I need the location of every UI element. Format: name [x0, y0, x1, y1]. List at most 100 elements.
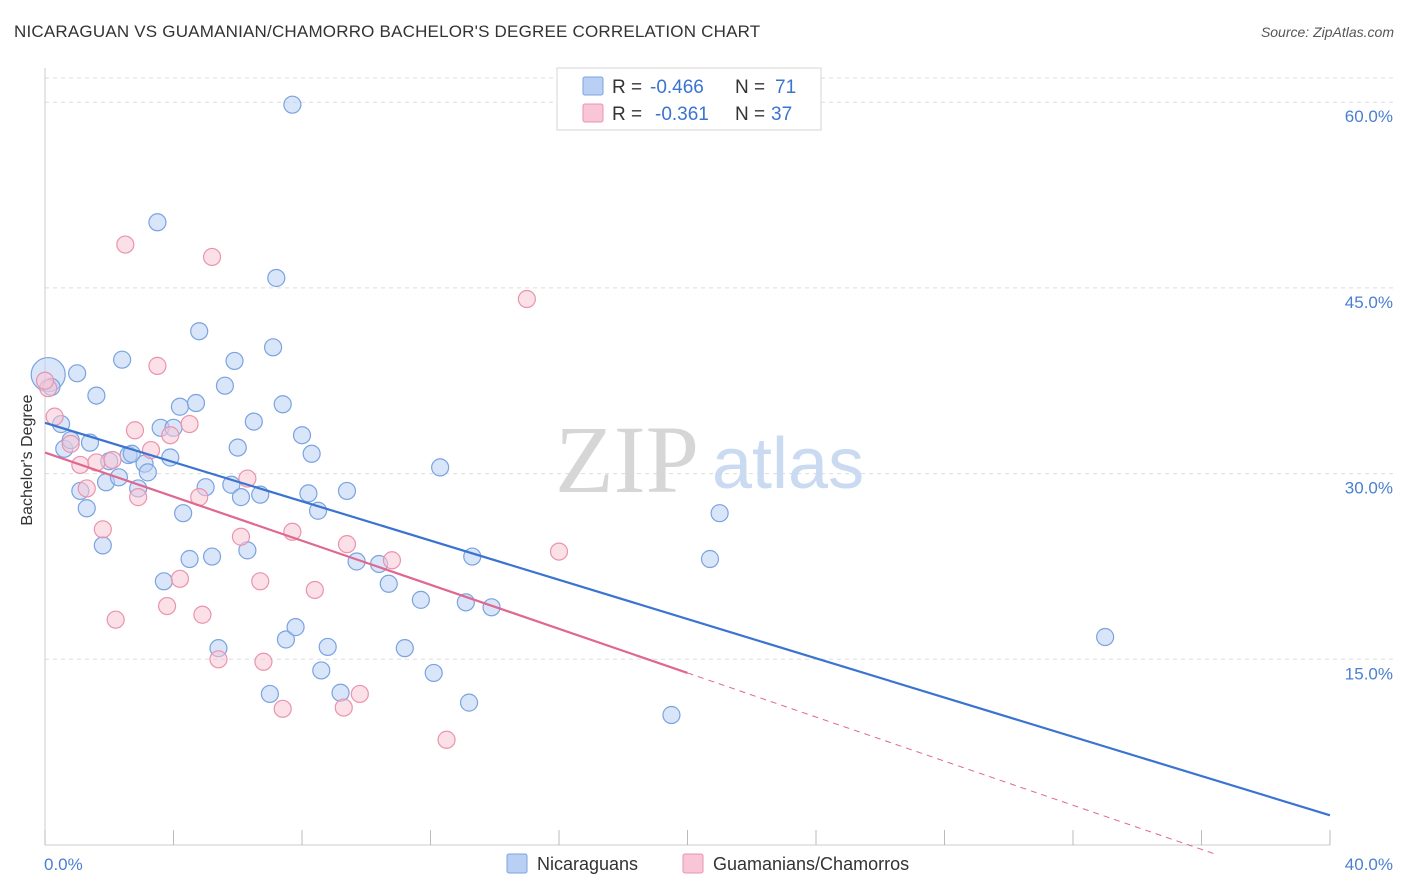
point-nicaraguans[interactable]: [180, 549, 199, 569]
watermark: ZIP atlas: [555, 406, 864, 513]
point-guamanians[interactable]: [273, 699, 292, 718]
point-guamanians[interactable]: [45, 407, 64, 426]
point-nicaraguans[interactable]: [276, 630, 296, 649]
trendline-guamanians-extension: [687, 672, 1218, 856]
source-label: Source: ZipAtlas.com: [1260, 24, 1394, 40]
point-nicaraguans[interactable]: [260, 684, 279, 704]
x-tick-label: 40.0%: [1345, 855, 1393, 874]
trend-layer: [44, 421, 1331, 856]
point-nicaraguans[interactable]: [459, 693, 479, 712]
x-tick-label: 0.0%: [44, 855, 83, 874]
point-guamanians[interactable]: [116, 235, 135, 254]
point-nicaraguans[interactable]: [710, 504, 729, 523]
point-guamanians[interactable]: [77, 479, 96, 498]
stats-n-value: 71: [775, 77, 796, 98]
point-nicaraguans[interactable]: [379, 574, 398, 593]
point-nicaraguans[interactable]: [225, 351, 244, 371]
trendline-nicaraguans: [44, 421, 1331, 817]
point-nicaraguans[interactable]: [700, 549, 720, 569]
point-guamanians[interactable]: [148, 356, 167, 375]
point-guamanians[interactable]: [549, 542, 569, 561]
series-legend: Nicaraguans Guamanians/Chamorros: [506, 853, 909, 874]
stats-r-value: -0.466: [650, 77, 704, 98]
point-nicaraguans[interactable]: [112, 350, 132, 369]
legend-swatch-guamanians[interactable]: [682, 853, 704, 874]
point-guamanians[interactable]: [129, 488, 148, 507]
legend-swatch-nicaraguans[interactable]: [506, 853, 528, 874]
point-nicaraguans[interactable]: [215, 376, 234, 395]
point-guamanians[interactable]: [254, 652, 273, 671]
point-nicaraguans[interactable]: [190, 322, 209, 341]
point-nicaraguans[interactable]: [411, 590, 430, 609]
point-guamanians[interactable]: [305, 580, 324, 600]
point-guamanians[interactable]: [180, 414, 199, 434]
point-nicaraguans[interactable]: [228, 438, 247, 457]
point-guamanians[interactable]: [157, 596, 177, 616]
watermark-zip: ZIP: [555, 406, 699, 513]
point-nicaraguans[interactable]: [395, 639, 414, 658]
point-nicaraguans[interactable]: [174, 504, 193, 523]
stats-legend: R = -0.466 N = 71 R = -0.361 N = 37: [556, 67, 822, 131]
point-nicaraguans[interactable]: [1096, 627, 1115, 647]
point-guamanians[interactable]: [93, 520, 112, 539]
point-nicaraguans[interactable]: [202, 547, 222, 566]
stats-swatch-pink: [582, 103, 604, 123]
point-guamanians[interactable]: [202, 247, 222, 267]
point-guamanians[interactable]: [161, 426, 180, 445]
point-nicaraguans[interactable]: [431, 458, 450, 477]
point-nicaraguans[interactable]: [87, 386, 106, 405]
point-nicaraguans[interactable]: [154, 572, 173, 591]
point-guamanians[interactable]: [61, 434, 80, 453]
point-nicaraguans[interactable]: [302, 444, 321, 463]
y-tick-label: 30.0%: [1345, 479, 1393, 498]
point-guamanians[interactable]: [337, 535, 357, 554]
legend-label-nicaraguans[interactable]: Nicaraguans: [537, 854, 638, 874]
point-guamanians[interactable]: [437, 730, 456, 749]
y-tick-label: 45.0%: [1345, 293, 1393, 312]
point-nicaraguans[interactable]: [77, 499, 96, 518]
point-guamanians[interactable]: [231, 527, 251, 546]
point-nicaraguans[interactable]: [331, 683, 350, 702]
point-nicaraguans[interactable]: [93, 536, 112, 555]
point-guamanians[interactable]: [334, 698, 353, 717]
point-guamanians[interactable]: [517, 289, 536, 309]
stats-r-value: -0.361: [655, 104, 709, 125]
point-guamanians[interactable]: [209, 650, 228, 669]
point-nicaraguans[interactable]: [231, 488, 251, 507]
stats-n-label: N =: [735, 77, 765, 98]
stats-n-value: 37: [771, 104, 792, 125]
watermark-atlas: atlas: [712, 424, 864, 504]
point-nicaraguans[interactable]: [662, 705, 681, 725]
point-nicaraguans[interactable]: [68, 364, 87, 383]
point-nicaraguans[interactable]: [263, 338, 283, 357]
point-nicaraguans[interactable]: [267, 268, 286, 288]
point-guamanians[interactable]: [350, 684, 369, 704]
point-guamanians[interactable]: [35, 371, 55, 390]
point-guamanians[interactable]: [106, 610, 125, 629]
point-guamanians[interactable]: [125, 421, 145, 440]
point-nicaraguans[interactable]: [337, 481, 357, 501]
stats-r-label: R =: [612, 77, 642, 98]
point-nicaraguans[interactable]: [186, 393, 206, 413]
point-nicaraguans[interactable]: [283, 95, 302, 114]
point-nicaraguans[interactable]: [424, 663, 443, 683]
stats-r-label: R =: [612, 104, 642, 125]
point-guamanians[interactable]: [382, 551, 402, 570]
point-nicaraguans[interactable]: [148, 213, 167, 232]
point-nicaraguans[interactable]: [318, 637, 337, 657]
point-nicaraguans[interactable]: [312, 661, 331, 680]
point-nicaraguans[interactable]: [170, 397, 190, 416]
point-nicaraguans[interactable]: [299, 484, 318, 503]
point-nicaraguans[interactable]: [292, 426, 312, 445]
point-nicaraguans[interactable]: [482, 598, 501, 617]
point-nicaraguans[interactable]: [286, 618, 305, 637]
chart-title: NICARAGUAN VS GUAMANIAN/CHAMORRO BACHELO…: [14, 22, 761, 41]
point-nicaraguans[interactable]: [138, 463, 157, 482]
point-guamanians[interactable]: [170, 569, 190, 588]
point-nicaraguans[interactable]: [273, 395, 292, 414]
point-guamanians[interactable]: [103, 450, 122, 470]
legend-label-guamanians[interactable]: Guamanians/Chamorros: [713, 854, 909, 874]
point-guamanians[interactable]: [251, 572, 270, 591]
point-guamanians[interactable]: [193, 605, 212, 624]
point-nicaraguans[interactable]: [244, 412, 263, 431]
